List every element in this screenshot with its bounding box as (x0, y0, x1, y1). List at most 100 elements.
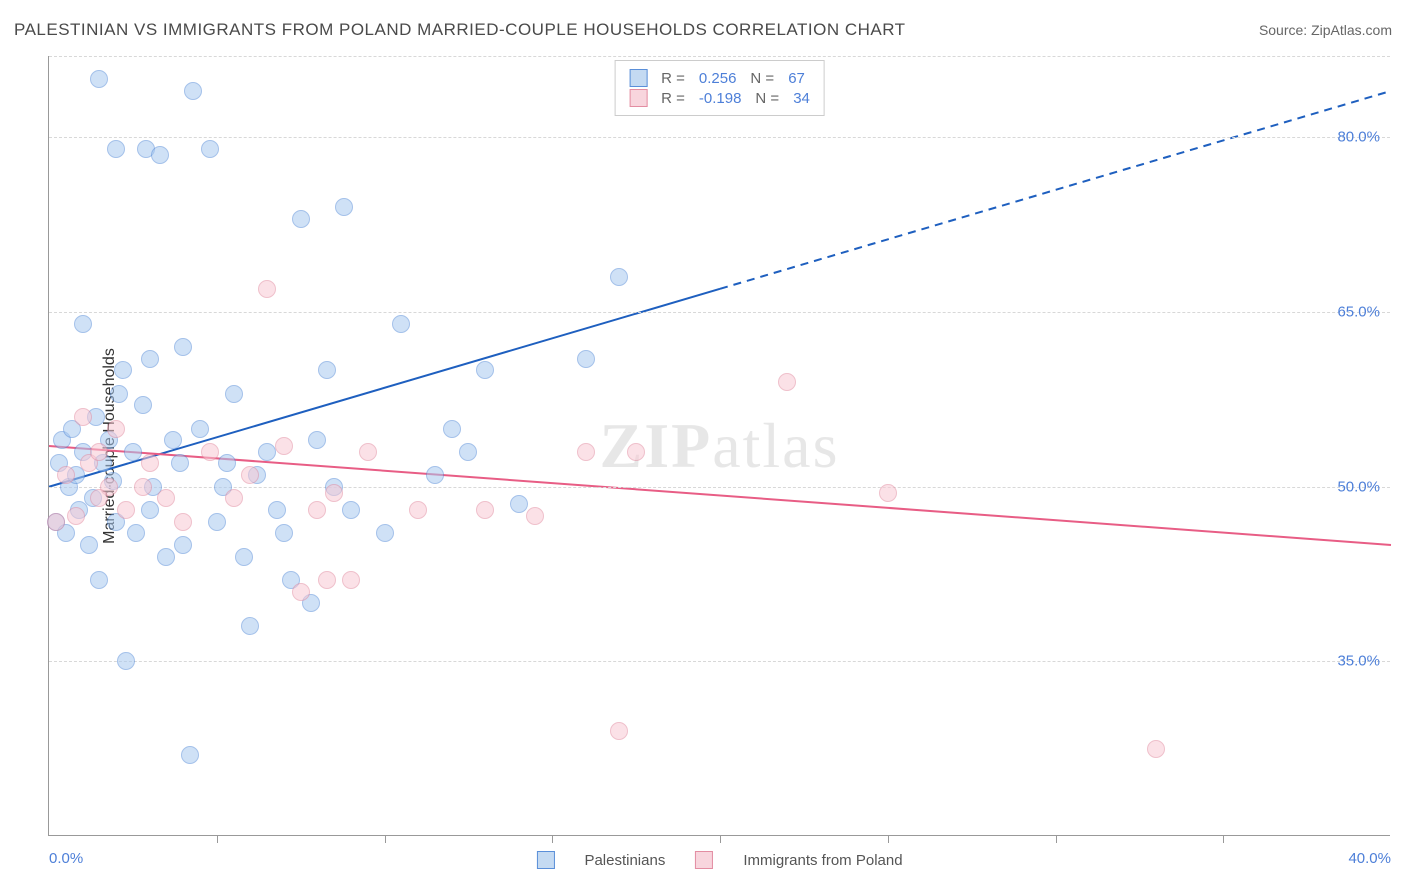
chart-plot-area: ZIPatlas R = 0.256 N = 67 R = -0.198 N =… (48, 56, 1390, 836)
data-point (218, 454, 236, 472)
data-point (577, 350, 595, 368)
data-point (292, 583, 310, 601)
gridline (49, 56, 1390, 57)
data-point (184, 82, 202, 100)
data-point (426, 466, 444, 484)
data-point (275, 524, 293, 542)
data-point (376, 524, 394, 542)
data-point (107, 420, 125, 438)
x-tick (385, 835, 386, 843)
data-point (164, 431, 182, 449)
x-tick (720, 835, 721, 843)
data-point (610, 722, 628, 740)
data-point (476, 361, 494, 379)
chart-title: PALESTINIAN VS IMMIGRANTS FROM POLAND MA… (14, 20, 906, 40)
x-tick-label: 40.0% (1348, 850, 1391, 867)
data-point (318, 571, 336, 589)
data-point (308, 501, 326, 519)
swatch-blue-icon (629, 69, 647, 87)
data-point (174, 536, 192, 554)
data-point (610, 268, 628, 286)
data-point (114, 361, 132, 379)
data-point (208, 513, 226, 531)
swatch-blue-icon (536, 851, 554, 869)
data-point (201, 443, 219, 461)
data-point (201, 140, 219, 158)
data-point (47, 513, 65, 531)
trend-lines (49, 56, 1391, 836)
data-point (342, 501, 360, 519)
swatch-pink-icon (695, 851, 713, 869)
r-label: R = (661, 70, 685, 87)
y-tick-label: 65.0% (1337, 304, 1380, 321)
data-point (141, 454, 159, 472)
data-point (235, 548, 253, 566)
data-point (258, 280, 276, 298)
data-point (151, 146, 169, 164)
data-point (335, 198, 353, 216)
data-point (67, 507, 85, 525)
gridline (49, 661, 1390, 662)
source-label: Source: ZipAtlas.com (1259, 22, 1392, 38)
data-point (292, 210, 310, 228)
data-point (134, 478, 152, 496)
data-point (127, 524, 145, 542)
gridline (49, 487, 1390, 488)
r-value: -0.198 (699, 90, 742, 107)
data-point (225, 489, 243, 507)
data-point (80, 536, 98, 554)
data-point (110, 385, 128, 403)
data-point (258, 443, 276, 461)
data-point (627, 443, 645, 461)
data-point (241, 466, 259, 484)
data-point (134, 396, 152, 414)
data-point (459, 443, 477, 461)
trend-line (49, 446, 1391, 545)
data-point (141, 350, 159, 368)
data-point (90, 443, 108, 461)
legend-series: Palestinians Immigrants from Poland (536, 851, 902, 869)
data-point (359, 443, 377, 461)
data-point (157, 489, 175, 507)
data-point (241, 617, 259, 635)
data-point (74, 408, 92, 426)
data-point (275, 437, 293, 455)
x-tick-label: 0.0% (49, 850, 83, 867)
trend-line-dashed (720, 91, 1391, 289)
x-tick (1056, 835, 1057, 843)
data-point (879, 484, 897, 502)
x-tick (552, 835, 553, 843)
y-tick-label: 80.0% (1337, 129, 1380, 146)
gridline (49, 312, 1390, 313)
n-value: 67 (788, 70, 805, 87)
data-point (141, 501, 159, 519)
data-point (392, 315, 410, 333)
data-point (778, 373, 796, 391)
data-point (74, 315, 92, 333)
r-label: R = (661, 90, 685, 107)
data-point (124, 443, 142, 461)
data-point (318, 361, 336, 379)
data-point (510, 495, 528, 513)
y-tick-label: 50.0% (1337, 478, 1380, 495)
data-point (342, 571, 360, 589)
data-point (191, 420, 209, 438)
gridline (49, 137, 1390, 138)
swatch-pink-icon (629, 89, 647, 107)
data-point (174, 338, 192, 356)
x-tick (888, 835, 889, 843)
n-label: N = (755, 90, 779, 107)
legend-correlation: R = 0.256 N = 67 R = -0.198 N = 34 (614, 60, 825, 116)
data-point (90, 489, 108, 507)
x-tick (1223, 835, 1224, 843)
data-point (174, 513, 192, 531)
data-point (57, 466, 75, 484)
n-value: 34 (793, 90, 810, 107)
data-point (325, 484, 343, 502)
data-point (90, 571, 108, 589)
series-label: Palestinians (584, 852, 665, 869)
legend-row-blue: R = 0.256 N = 67 (629, 69, 810, 87)
data-point (90, 70, 108, 88)
data-point (181, 746, 199, 764)
data-point (308, 431, 326, 449)
